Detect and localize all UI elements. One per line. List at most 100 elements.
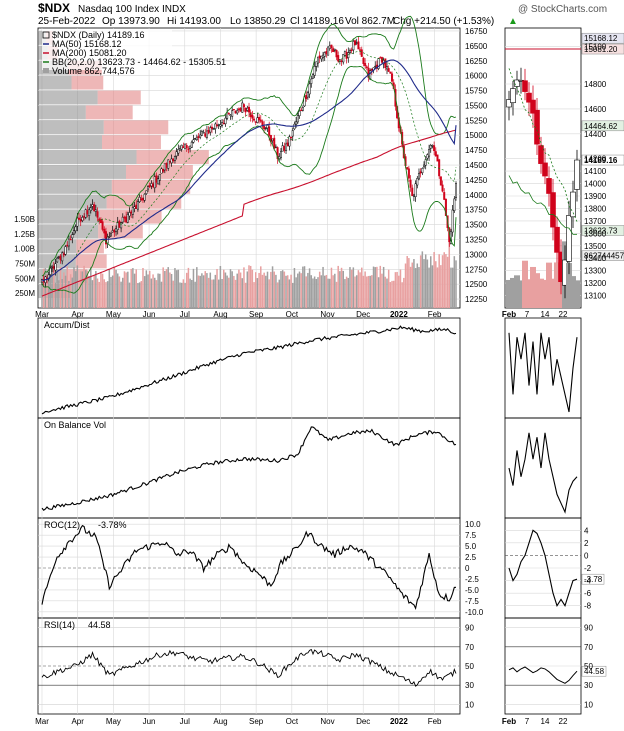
candle-body [355,42,358,44]
candle-body [141,197,144,201]
volume-bar [413,259,415,308]
candle-body [162,168,165,172]
candle-body [219,124,222,127]
candle-body [325,51,328,55]
side-x-label-bottom: Feb [502,717,516,726]
volume-bar [398,275,400,308]
volume-bar [387,269,390,308]
volume-bar [337,265,339,308]
volume-bar [369,275,371,308]
vbp-bar-down [102,135,161,150]
side-price-tick: 13100 [584,292,607,301]
volume-bar [76,265,79,308]
candle-body [108,236,111,238]
volume-bar [352,267,355,308]
candle-body [88,209,91,216]
month-label-bottom: Sep [249,717,264,726]
volume-bar [315,279,318,308]
volume-bar [73,267,75,308]
candle-body [316,56,320,64]
candle-body [258,116,261,121]
volume-bar [389,282,392,308]
candle-body [414,183,417,197]
candle-body [296,115,299,123]
legend-ma50: MA(50) 15168.12 [52,39,122,49]
month-label-bottom: Apr [71,717,84,726]
candle-body [168,160,171,163]
vbp-bar-up [38,194,107,209]
volume-bar [263,272,265,308]
candle-body [264,127,267,130]
volume-bar [406,256,408,308]
candle-body [125,216,128,223]
side-rsi-badge-bg [581,665,607,677]
candle-body [352,41,355,51]
volume-bar [260,266,262,308]
rsi-tick-label: 30 [465,681,474,690]
volume-bar [81,271,84,308]
volume-bar [174,268,176,308]
side-rsi-tick: 50 [584,662,593,671]
volume-bar [362,275,365,308]
vbp-bar-down [111,179,191,194]
candle-body [140,198,143,200]
volume-bar [229,269,232,308]
rsi-tick-label: 50 [465,662,474,671]
bollinger-upper [41,15,457,277]
side-rsi-tick: 70 [584,643,593,652]
candle-body [298,110,301,117]
volume-bar [391,280,393,308]
month-label: Jul [180,310,190,319]
volume-bar [433,252,435,308]
badge-ma200: 15081.20 [584,45,618,54]
side-price-tick: 13400 [584,254,607,263]
volume-bar [199,275,201,308]
volume-bar [323,275,326,308]
candle-body [242,104,245,108]
candle-body [153,176,156,189]
volume-bar [224,272,227,308]
volume-bar [379,265,382,308]
volume-bar [162,267,164,308]
candle-body [236,110,239,114]
volume-bar [164,270,166,308]
vbp-bar-up [38,135,103,150]
badge-volume: 862744457 [584,252,624,261]
volume-bar [281,270,284,308]
side-candle-body [542,162,548,177]
vbp-bar-down [97,90,141,105]
volume-bar [330,267,333,308]
volume-bar [113,266,116,308]
volume-bar [175,270,178,308]
candle-body [234,110,237,114]
volume-tick-label: 1.00B [14,245,35,254]
candle-body [451,209,454,233]
volume-bar [132,268,134,308]
month-label-bottom: Mar [35,717,49,726]
side-volume-bar [570,276,576,308]
candle-body [417,173,420,180]
accum-dist-line [41,325,457,415]
price-tick-label: 12750 [465,265,488,274]
side-price-tick: 14100 [584,167,607,176]
candle-body [133,206,136,209]
volume-bar [41,279,43,308]
volume-bar [275,274,277,308]
volume-bar [202,275,205,308]
volume-bar [270,271,272,308]
candle-body [328,45,331,49]
candle-body [311,74,314,79]
volume-bar [79,271,82,308]
volume-bar [366,276,368,308]
candle-body [69,238,72,241]
volume-bar [382,266,385,308]
volume-bar [283,271,286,308]
volume-bar [455,260,457,308]
volume-bar [167,267,169,308]
candle-body [379,57,382,59]
volume-bar [253,282,255,308]
side-x-label: Feb [502,310,516,319]
volume-bar [108,269,111,308]
volume-bar [298,271,301,308]
candle-body [412,194,415,197]
